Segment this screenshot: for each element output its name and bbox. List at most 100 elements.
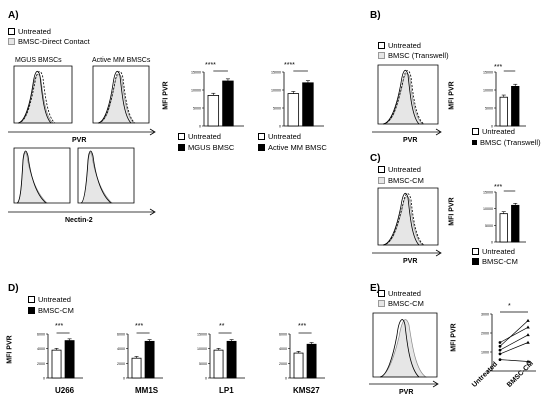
hist-c: [377, 187, 439, 246]
y-tick-label: 6000: [117, 333, 125, 337]
a-bar1-legend-mgus: MGUS BMSC: [178, 143, 234, 152]
line-chart-e: 0 1000 2000 3000: [481, 311, 536, 374]
series-line-2: [499, 334, 529, 351]
sig-d-mm1s: ***: [135, 323, 144, 330]
y-tick-label: 0: [487, 370, 489, 374]
y-tick-label: 5000: [193, 107, 201, 111]
pvr-arrow-b: [372, 128, 442, 136]
sig-a-active: ****: [284, 62, 295, 69]
bar-treated: [64, 340, 75, 379]
y-tick-label: 4000: [117, 347, 125, 351]
y-tick-label: 0: [279, 125, 281, 129]
bar-chart-b: 0 5000 10000 15000: [483, 71, 526, 129]
bar-treated: [306, 343, 317, 379]
pvr-axis-label-b: PVR: [403, 137, 418, 144]
y-tick-label: 6000: [37, 333, 45, 337]
point-untreated-1: [498, 341, 502, 344]
point-untreated-0: [498, 344, 502, 348]
e-ylabel: MFI PVR: [450, 323, 458, 352]
point-cm-3: [526, 340, 530, 344]
bar-untreated: [207, 94, 220, 127]
panel-c-label: C): [370, 153, 381, 164]
y-tick-label: 5000: [199, 362, 207, 366]
pvr-axis-label-c: PVR: [403, 258, 418, 265]
panel-a-label: A): [8, 10, 19, 21]
y-tick-label: 0: [491, 241, 493, 245]
bar-chart-d-lp1: 0 5000 10000 15000: [197, 333, 245, 381]
bar-treated: [511, 204, 520, 243]
y-tick-label: 10000: [483, 207, 493, 211]
pvr-arrow-e: [369, 380, 439, 388]
bar-untreated: [499, 213, 508, 243]
y-tick-label: 2000: [279, 362, 287, 366]
point-cm-4: [526, 359, 530, 363]
hist-a-nectin-2: [77, 147, 135, 204]
bar-chart-a-active: 0 5000 10000 15000: [271, 71, 324, 129]
y-tick-label: 0: [43, 377, 45, 381]
hist-a-mgus: [13, 65, 73, 124]
y-tick-label: 5000: [485, 107, 493, 111]
y-tick-label: 2000: [37, 362, 45, 366]
series-line-3: [499, 342, 529, 355]
sig-d-lp1: **: [219, 323, 225, 330]
y-tick-label: 5000: [273, 107, 281, 111]
sig-b: ***: [494, 64, 503, 71]
point-untreated-4: [498, 358, 502, 361]
y-tick-label: 0: [285, 377, 287, 381]
panel-a-legend-untreated: Untreated: [8, 27, 51, 36]
d-xlabel-kms27: KMS27: [293, 386, 320, 395]
hist-title-mgus: MGUS BMSCs: [15, 57, 62, 64]
bar-treated: [226, 340, 237, 379]
d-xlabel-lp1: LP1: [219, 386, 234, 395]
y-tick-label: 0: [205, 377, 207, 381]
panel-d-legend-cm: BMSC-CM: [28, 306, 74, 315]
y-tick-label: 10000: [483, 89, 493, 93]
point-untreated-2: [498, 348, 502, 352]
bar-chart-d-mm1s: 0 2000 4000 6000: [117, 333, 163, 381]
sig-a-mgus: ****: [205, 62, 216, 69]
bar-chart-d-u266: 0 2000 4000 6000: [37, 333, 83, 381]
nectin-arrow: [8, 208, 156, 216]
y-tick-label: 0: [491, 125, 493, 129]
y-tick-label: 4000: [37, 347, 45, 351]
bar-untreated: [51, 349, 62, 379]
sig-d-u266: ***: [55, 323, 64, 330]
panel-e-legend-untreated: Untreated: [378, 289, 421, 298]
y-tick-label: 10000: [191, 89, 201, 93]
c-bar-legend-untreated: Untreated: [472, 247, 515, 256]
a-bar2-legend-active: Active MM BMSC: [258, 143, 327, 152]
b-bar-legend-transwell: BMSC (Transwell): [472, 138, 541, 147]
sig-e: *: [508, 303, 511, 310]
y-tick-label: 0: [199, 125, 201, 129]
bar-chart-c: 0 5000 10000 15000: [483, 191, 526, 245]
bar-untreated: [287, 93, 300, 127]
d-xlabel-u266: U266: [55, 386, 75, 395]
pvr-arrow-c: [372, 249, 442, 257]
y-tick-label: 6000: [279, 333, 287, 337]
bar-untreated: [293, 352, 304, 379]
panel-b-legend-untreated: Untreated: [378, 41, 421, 50]
hist-a-active: [92, 65, 150, 124]
sig-d-kms27: ***: [298, 323, 307, 330]
bar-untreated: [499, 96, 508, 127]
bar-treated: [222, 80, 234, 127]
bar-chart-d-kms27: 0 2000 4000 6000: [279, 333, 325, 381]
nectin-axis-label: Nectin-2: [65, 217, 93, 224]
y-tick-label: 2000: [481, 332, 489, 336]
panel-d-legend-untreated: Untreated: [28, 295, 71, 304]
y-tick-label: 4000: [279, 347, 287, 351]
panel-c-legend-cm: BMSC-CM: [378, 176, 424, 185]
y-tick-label: 15000: [197, 333, 207, 337]
d-ylabel: MFI PVR: [6, 335, 14, 364]
bar-untreated: [131, 357, 142, 379]
hist-b: [377, 64, 439, 125]
b-bar-ylabel: MFI PVR: [448, 81, 456, 110]
point-untreated-3: [498, 352, 502, 356]
y-tick-label: 15000: [483, 71, 493, 75]
panel-b-label: B): [370, 10, 381, 21]
hist-e: [372, 312, 438, 378]
panel-c-legend-untreated: Untreated: [378, 165, 421, 174]
panel-d-label: D): [8, 283, 19, 294]
series-line-4: [499, 359, 529, 362]
panel-a-legend-contact: BMSC-Direct Contact: [8, 37, 90, 46]
